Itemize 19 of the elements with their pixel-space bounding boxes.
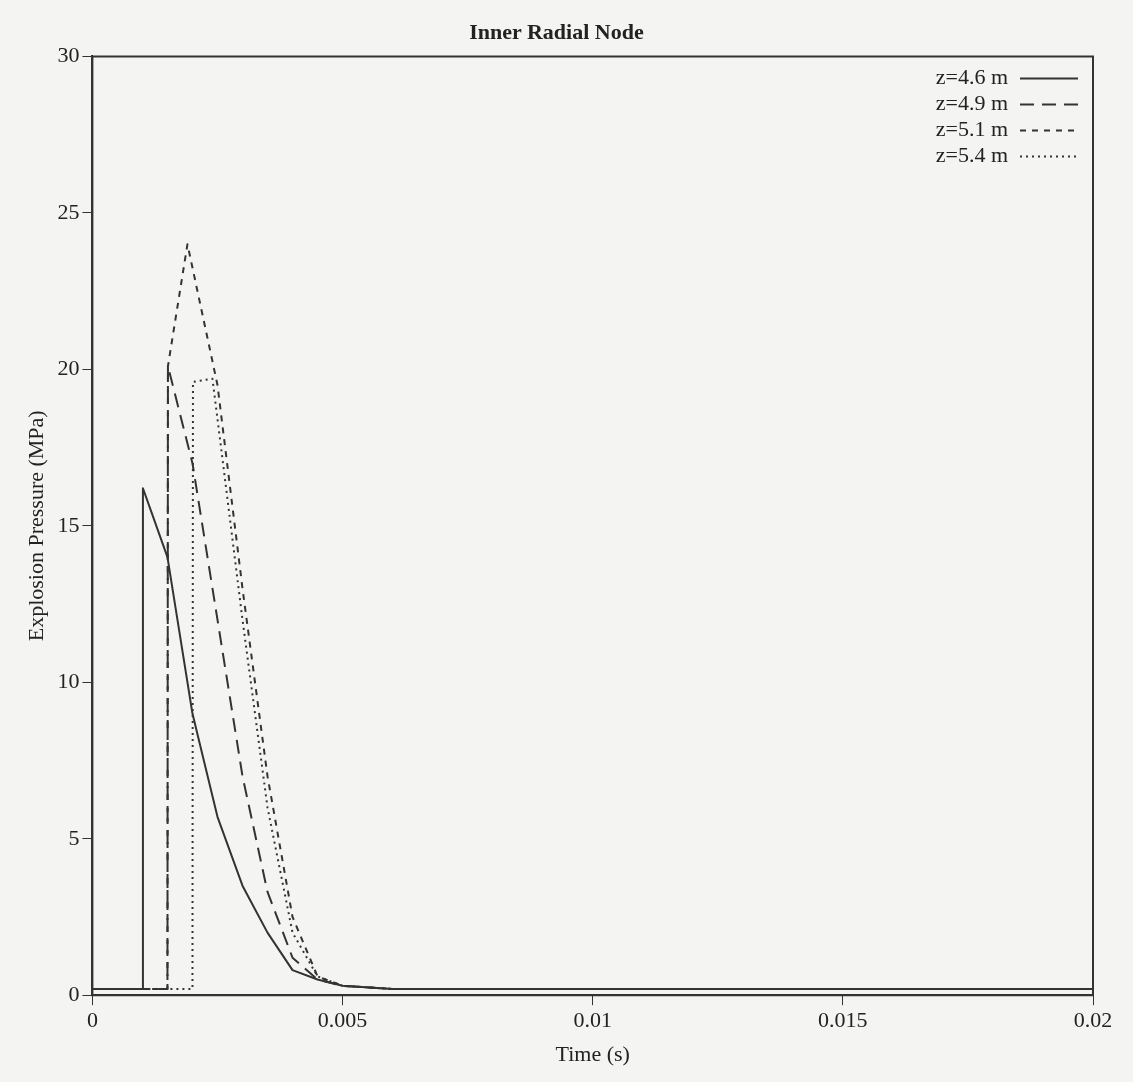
x-tick-label: 0.015 (818, 1007, 868, 1033)
chart-title: Inner Radial Node (469, 18, 644, 44)
y-tick-label: 20 (57, 355, 80, 381)
x-tick-label: 0.005 (317, 1007, 368, 1033)
x-axis-title: Time (s) (555, 1040, 630, 1066)
x-tick-label: 0.01 (573, 1007, 612, 1033)
legend-label: z=4.6 m (935, 64, 1008, 90)
y-tick-label: 10 (57, 668, 80, 694)
y-tick-label: 5 (68, 824, 80, 850)
y-tick-label: 15 (57, 511, 80, 537)
legend-label: z=4.9 m (935, 90, 1008, 116)
legend-label: z=5.4 m (935, 142, 1008, 168)
y-tick-label: 25 (57, 198, 80, 224)
y-tick-label: 0 (68, 980, 80, 1006)
y-tick-label: 30 (57, 42, 80, 68)
x-tick-label: 0.02 (1073, 1007, 1113, 1033)
legend-label: z=5.1 m (935, 116, 1008, 142)
x-tick-label: 0 (86, 1007, 98, 1033)
y-axis-title: Explosion Pressure (MPa) (22, 410, 48, 642)
